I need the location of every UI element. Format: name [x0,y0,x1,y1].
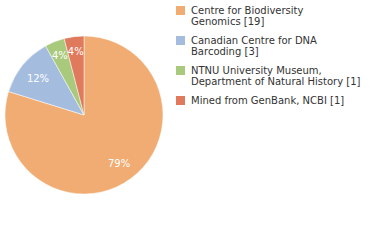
legend-label: NTNU University Museum,Department of Nat… [191,65,361,87]
legend-swatch [176,36,185,45]
data-labels: 79% 12% 4%4% [27,46,130,169]
slices [5,36,163,194]
slice [64,36,84,115]
legend-label: Centre for BiodiversityGenomics [19] [191,5,304,27]
data-label: 4% [68,46,84,57]
chart: 79% 12% 4%4% Centre for BiodiversityGenomic… [0,0,380,240]
data-label: 79% [108,158,130,169]
legend: Centre for BiodiversityGenomics [19] Cana… [176,5,361,106]
legend-label: Canadian Centre for DNABarcoding [3] [191,35,317,57]
slice [5,36,163,194]
legend-label: Mined from GenBank, NCBI [1] [191,95,344,106]
legend-swatch [176,66,185,75]
legend-swatch [176,96,185,105]
legend-swatch [176,6,185,15]
data-label: 4% [52,50,68,61]
data-label: 12% [27,73,49,84]
